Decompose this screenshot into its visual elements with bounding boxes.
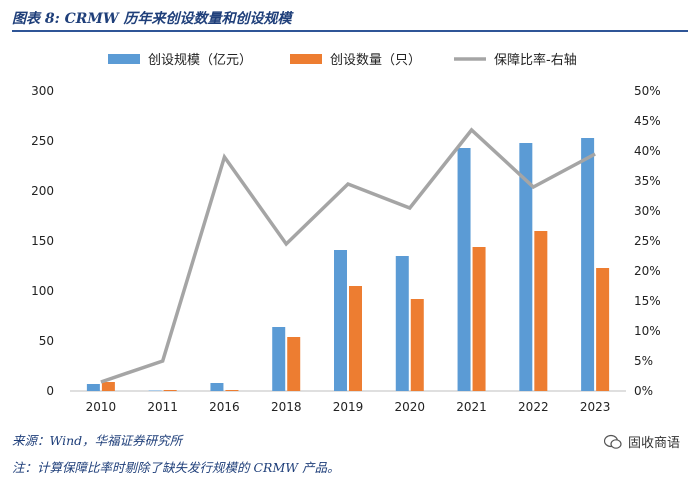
right-tick-label: 0% — [634, 384, 653, 398]
bar-scale — [395, 256, 409, 391]
bar-scale — [457, 148, 471, 391]
legend-count-swatch — [290, 54, 322, 64]
right-tick-label: 40% — [634, 144, 661, 158]
bar-scale — [148, 390, 162, 391]
left-tick-label: 50 — [39, 334, 54, 348]
bar-count — [163, 390, 177, 391]
bar-scale — [272, 327, 286, 391]
bar-count — [410, 299, 424, 391]
bar-scale — [334, 250, 347, 391]
bar-scale — [519, 143, 533, 391]
left-tick-label: 150 — [31, 234, 54, 248]
left-tick-label: 100 — [31, 284, 54, 298]
right-tick-label: 15% — [634, 294, 661, 308]
footnote: 注：计算保障比率时剔除了缺失发行规模的 CRMW 产品。 — [12, 460, 340, 475]
right-tick-label: 20% — [634, 264, 661, 278]
source-note: 来源：Wind，华福证券研究所 — [12, 433, 183, 448]
bar-scale — [581, 138, 595, 391]
bar-scale — [210, 383, 224, 391]
figure-title: 图表 8: CRMW 历年来创设数量和创设规模 — [12, 11, 292, 27]
x-tick-label: 2016 — [209, 400, 240, 414]
right-tick-label: 10% — [634, 324, 661, 338]
legend-scale-swatch — [108, 54, 140, 64]
legend-scale-label: 创设规模（亿元） — [148, 53, 252, 68]
x-tick-label: 2011 — [147, 400, 178, 414]
line-coverage-ratio — [100, 127, 596, 384]
bar-count — [287, 337, 301, 391]
x-tick-label: 2019 — [333, 400, 364, 414]
bar-count — [534, 231, 548, 391]
x-tick-label: 2010 — [86, 400, 117, 414]
left-tick-label: 250 — [31, 134, 54, 148]
bar-count — [349, 286, 362, 391]
chart: 0 50 100 150 200 250 300 0% 5% 10% 15% 20% 25% 30% 35%… — [31, 52, 661, 414]
right-tick-label: 30% — [634, 204, 661, 218]
bar-scale — [86, 384, 100, 391]
x-tick-label: 2022 — [518, 400, 549, 414]
watermark: 固收商语 — [603, 432, 680, 451]
right-tick-label: 45% — [634, 114, 661, 128]
legend-ratio-label: 保障比率-右轴 — [494, 52, 577, 68]
x-tick-label: 2018 — [271, 400, 302, 414]
right-tick-label: 5% — [634, 354, 653, 368]
right-tick-label: 25% — [634, 234, 661, 248]
legend-count-label: 创设数量（只） — [330, 53, 421, 68]
left-tick-label: 200 — [31, 184, 54, 198]
right-tick-label: 35% — [634, 174, 661, 188]
bar-count — [596, 268, 610, 391]
title-bar: 图表 8: CRMW 历年来创设数量和创设规模 — [12, 4, 688, 32]
x-tick-label: 2021 — [456, 400, 487, 414]
watermark-text: 固收商语 — [627, 436, 680, 451]
wechat-icon — [603, 434, 622, 449]
left-tick-label: 300 — [31, 84, 54, 98]
bar-count — [472, 247, 486, 391]
right-tick-label: 50% — [634, 84, 661, 98]
bar-count — [101, 382, 115, 391]
left-tick-label: 0 — [46, 384, 54, 398]
bar-count — [225, 390, 239, 391]
x-tick-label: 2020 — [395, 400, 426, 414]
x-tick-label: 2023 — [580, 400, 611, 414]
